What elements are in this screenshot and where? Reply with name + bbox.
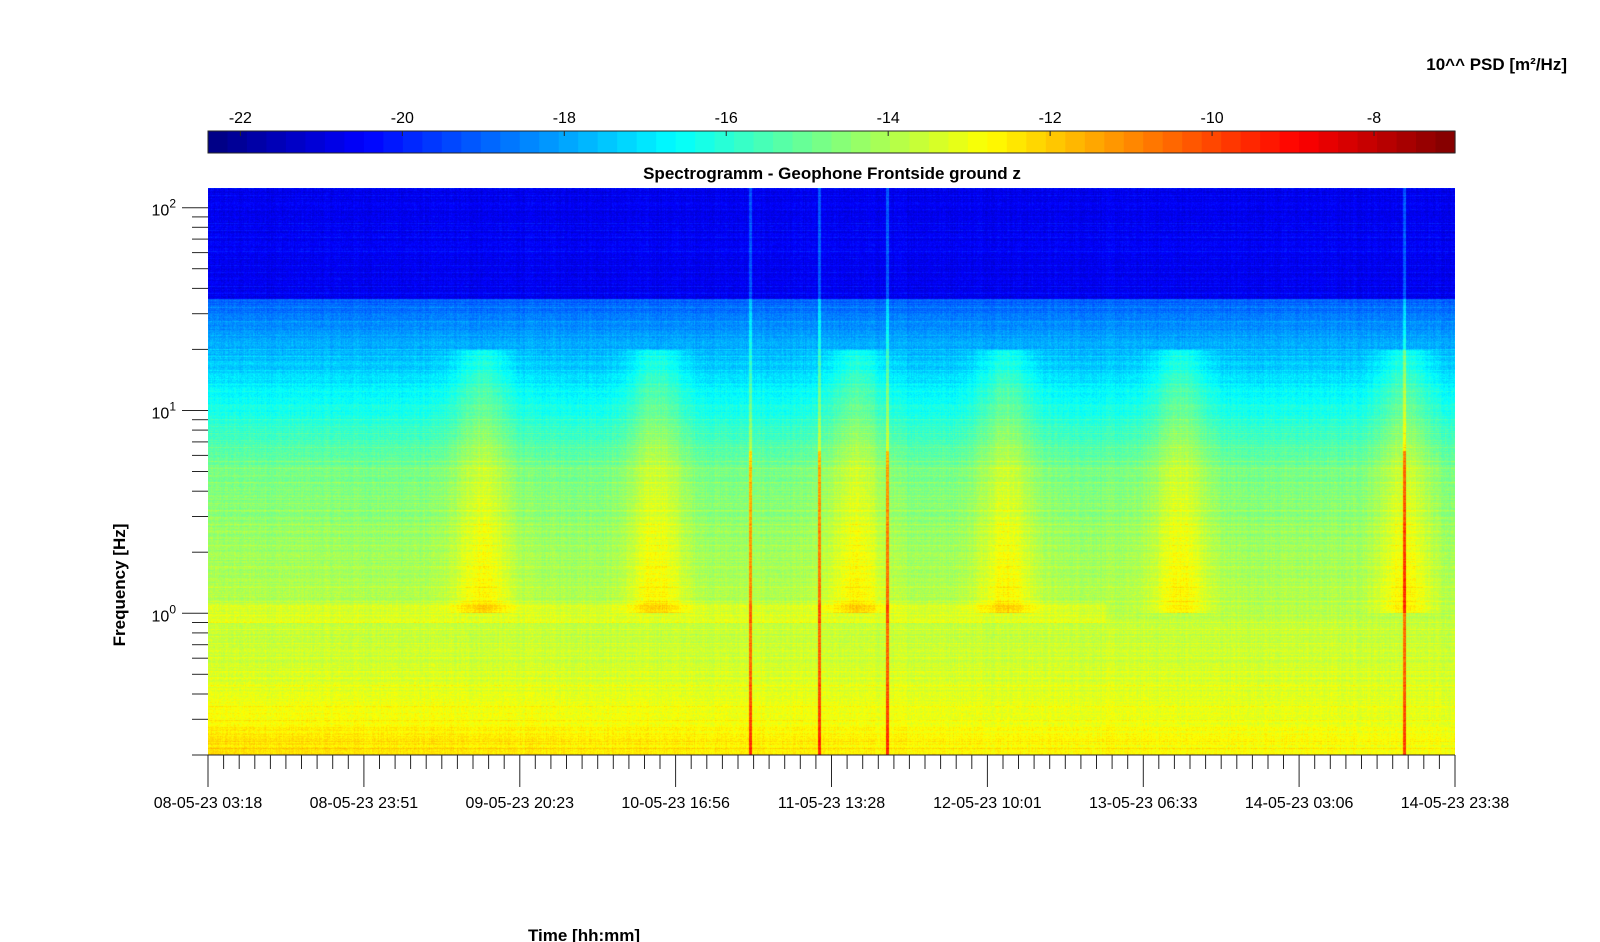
colorbar-tick-label: -14 <box>877 110 900 127</box>
colorbar-tick-label: -8 <box>1367 110 1381 127</box>
colorbar-band <box>1084 131 1105 153</box>
colorbar-border <box>207 130 1456 154</box>
colorbar-band <box>1299 131 1320 153</box>
colorbar-band <box>597 131 618 153</box>
colorbar-band <box>1357 131 1378 153</box>
colorbar-band <box>889 131 911 153</box>
colorbar-band <box>1123 131 1144 153</box>
colorbar-band <box>539 131 560 153</box>
x-axis: 08-05-23 03:18 08-05-23 23:51 09-05-23 20:… <box>154 754 1510 812</box>
colorbar-band <box>1143 131 1164 153</box>
colorbar-band <box>324 131 345 153</box>
y-tick-label: 100 <box>152 602 177 625</box>
colorbar-band <box>1221 131 1242 153</box>
y-tick-label: 102 <box>152 197 177 220</box>
colorbar-band <box>227 131 248 153</box>
y-axis-label: Frequency [Hz] <box>110 524 129 647</box>
colorbar-band <box>1201 131 1222 153</box>
colorbar-band <box>461 131 482 153</box>
colorbar-tick-label: -18 <box>553 110 576 127</box>
colorbar-band <box>441 131 462 153</box>
colorbar-band <box>987 131 1008 153</box>
colorbar-band <box>675 131 696 153</box>
colorbar-band <box>363 131 384 153</box>
colorbar-band <box>909 131 930 153</box>
colorbar-band <box>812 131 833 153</box>
colorbar-band <box>480 131 501 153</box>
colorbar-band <box>285 131 307 153</box>
colorbar-band <box>422 131 443 153</box>
colorbar-band <box>266 131 287 153</box>
colorbar-band <box>656 131 677 153</box>
colorbar-band <box>1416 131 1437 153</box>
colorbar-band <box>1279 131 1300 153</box>
colorbar-ticks: -22 -20 -18 -16 -14 -12 -10 -8 <box>229 110 1381 136</box>
x-axis-label: Time [hh:mm] <box>528 926 640 942</box>
x-tick-label: 09-05-23 20:23 <box>465 795 574 812</box>
colorbar-band <box>1065 131 1086 153</box>
colorbar-band <box>948 131 969 153</box>
colorbar-band <box>344 131 365 153</box>
colorbar-band <box>967 131 988 153</box>
chart-title: Spectrogramm - Geophone Frontside ground… <box>643 164 1021 183</box>
colorbar-band <box>1162 131 1183 153</box>
colorbar-band <box>519 131 540 153</box>
colorbar-band <box>246 131 268 153</box>
colorbar-band <box>1260 131 1281 153</box>
x-tick-label: 11-05-23 13:28 <box>778 795 885 812</box>
colorbar-band <box>831 131 852 153</box>
colorbar-band <box>558 131 579 153</box>
colorbar: -22 -20 -18 -16 -14 -12 -10 -8 <box>207 110 1456 154</box>
x-tick-label: 14-05-23 03:06 <box>1245 795 1354 812</box>
colorbar-band <box>208 131 229 153</box>
colorbar-band <box>773 131 794 153</box>
colorbar-band <box>870 131 891 153</box>
colorbar-band <box>1318 131 1339 153</box>
colorbar-band <box>617 131 638 153</box>
colorbar-band <box>1026 131 1047 153</box>
colorbar-band <box>1435 131 1456 153</box>
colorbar-band <box>500 131 521 153</box>
colorbar-band <box>1240 131 1261 153</box>
colorbar-band <box>636 131 657 153</box>
colorbar-band <box>753 131 774 153</box>
x-tick-label: 12-05-23 10:01 <box>933 795 1042 812</box>
colorbar-band <box>1182 131 1203 153</box>
colorbar-band <box>1006 131 1027 153</box>
colorbar-band <box>383 131 404 153</box>
plot-area: 100 101 102 08-05-23 03:18 08-05-23 23:51 09… <box>152 188 1510 812</box>
colorbar-band <box>1338 131 1359 153</box>
colorbar-label: 10^^ PSD [m²/Hz] <box>1426 55 1567 74</box>
colorbar-band <box>1396 131 1417 153</box>
colorbar-band <box>1377 131 1398 153</box>
colorbar-band <box>792 131 813 153</box>
x-tick-label: 10-05-23 16:56 <box>621 795 730 812</box>
colorbar-band <box>1104 131 1125 153</box>
y-axis: 100 101 102 <box>152 197 208 756</box>
colorbar-band <box>734 131 755 153</box>
colorbar-band <box>714 131 735 153</box>
colorbar-band <box>305 131 326 153</box>
x-tick-label: 08-05-23 03:18 <box>154 795 263 812</box>
y-tick-label: 101 <box>152 399 177 422</box>
colorbar-tick-label: -10 <box>1201 110 1224 127</box>
colorbar-tick-label: -12 <box>1039 110 1062 127</box>
spectrogram-image <box>208 188 1455 755</box>
colorbar-band <box>695 131 716 153</box>
x-tick-label: 13-05-23 06:33 <box>1089 795 1198 812</box>
colorbar-band <box>578 131 599 153</box>
colorbar-band <box>402 131 423 153</box>
colorbar-band <box>928 131 949 153</box>
colorbar-tick-label: -22 <box>229 110 252 127</box>
x-tick-label: 08-05-23 23:51 <box>310 795 419 812</box>
colorbar-tick-label: -16 <box>715 110 738 127</box>
x-tick-label: 14-05-23 23:38 <box>1401 795 1510 812</box>
colorbar-band <box>1045 131 1066 153</box>
colorbar-bands <box>208 131 1456 153</box>
colorbar-band <box>850 131 872 153</box>
colorbar-tick-label: -20 <box>391 110 414 127</box>
